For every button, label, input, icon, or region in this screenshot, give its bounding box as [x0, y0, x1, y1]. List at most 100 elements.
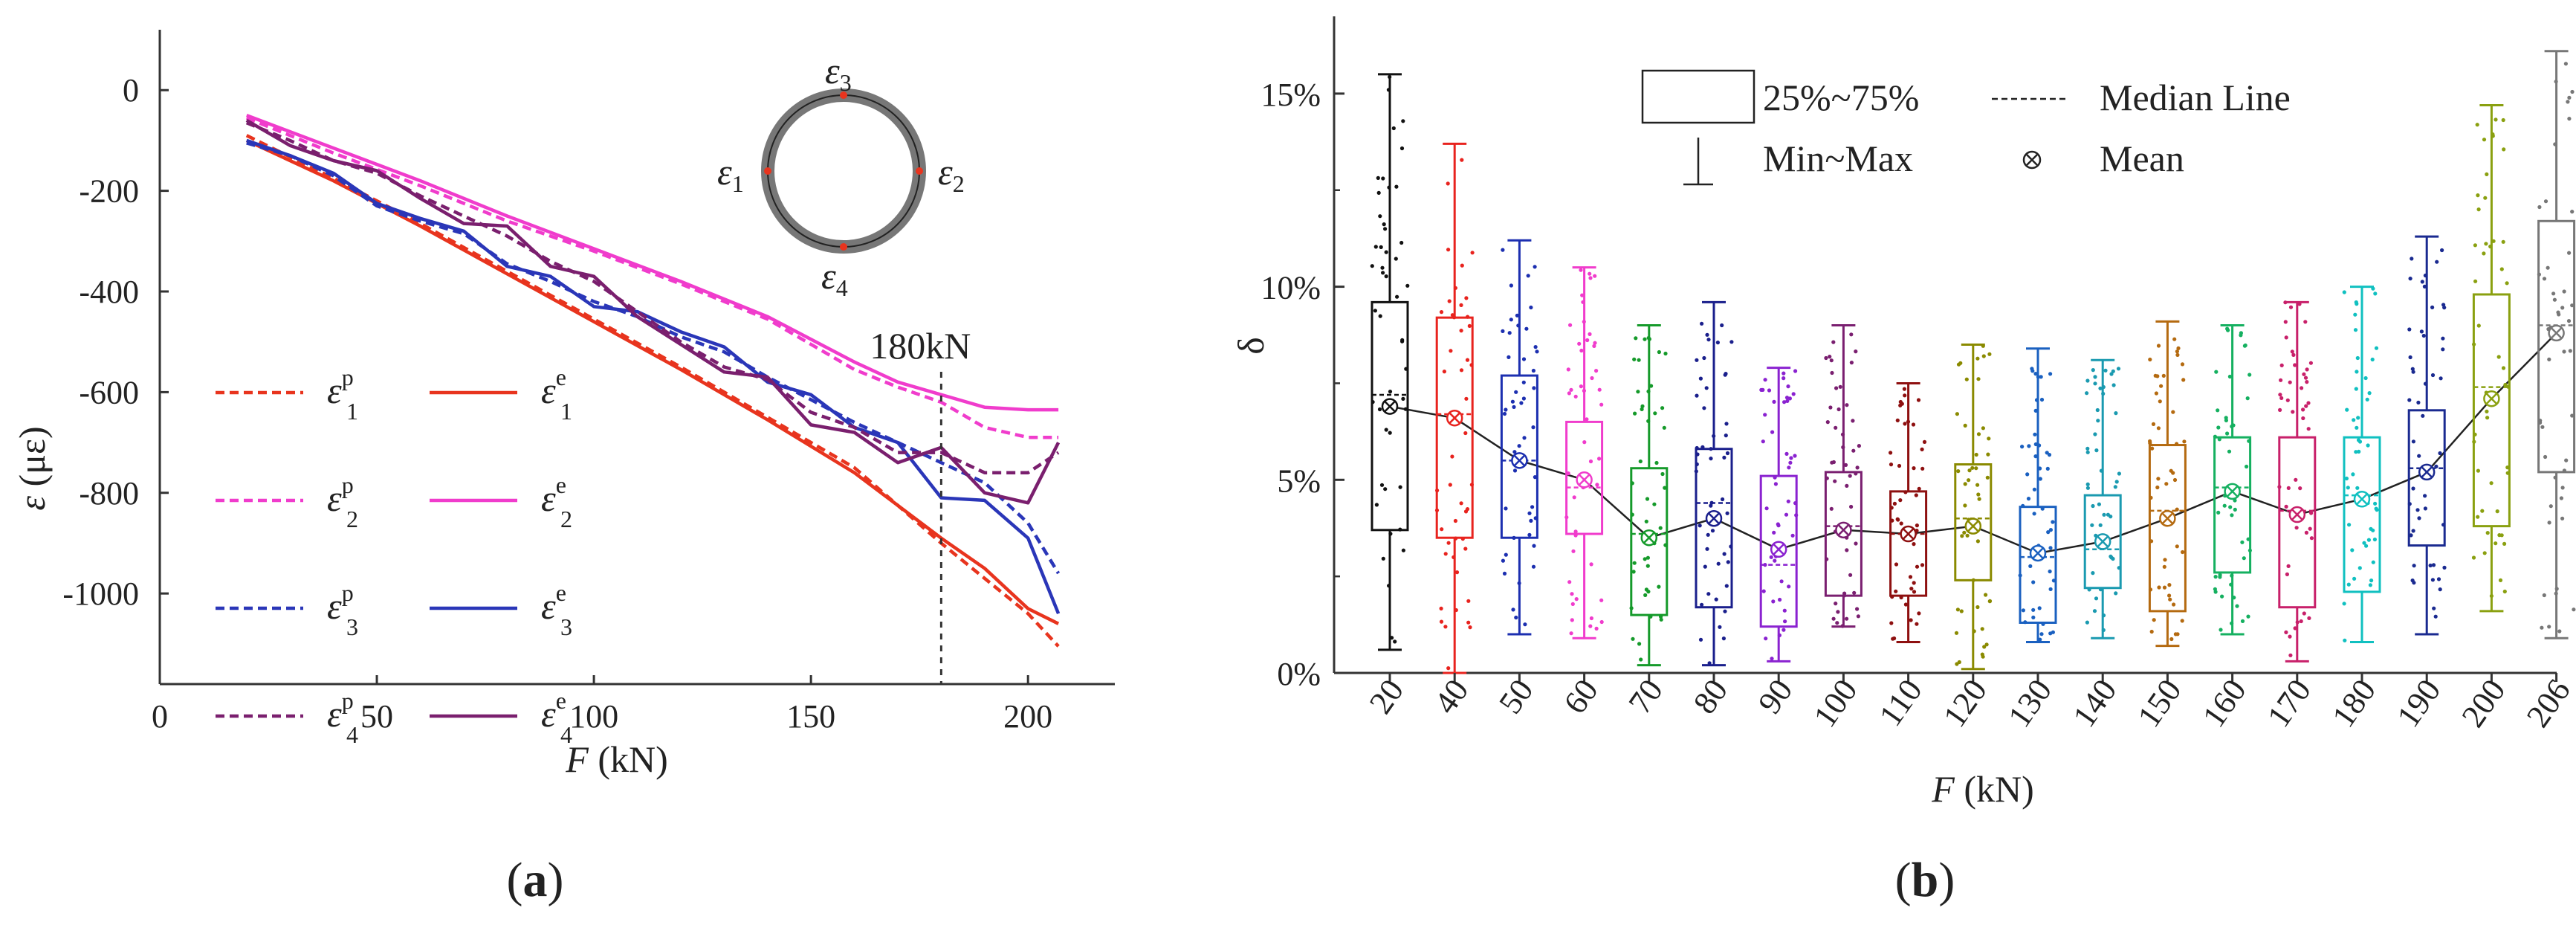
box-data-point [2423, 494, 2427, 498]
panel-b-x-tick-label: 206 [2520, 673, 2576, 734]
box-data-point [1786, 384, 1790, 389]
box-data-point [2149, 495, 2153, 500]
box-mean-marker [1770, 541, 1787, 558]
box-data-point [2441, 347, 2445, 352]
box-data-point [1588, 459, 1593, 464]
box-data-point [1533, 475, 1537, 480]
panel-a-x-tick-label: 50 [360, 698, 393, 735]
box-data-point [1378, 314, 1382, 318]
box-data-point [1663, 486, 1667, 490]
box-data-point [1845, 403, 1849, 407]
box-data-point [2039, 632, 2044, 636]
box-data-point [1523, 622, 1527, 627]
box-data-point [2051, 630, 2055, 634]
box-data-point [1892, 501, 1897, 506]
box-data-point [1647, 337, 1651, 341]
box-data-point [1510, 399, 1515, 404]
box-data-point [2407, 502, 2412, 506]
box-data-point [2560, 516, 2565, 520]
box-data-point [2476, 515, 2480, 519]
box-data-point [1519, 401, 1524, 405]
box-mean-marker [2353, 491, 2371, 508]
box-data-point [1521, 357, 1527, 361]
box-data-point [2213, 590, 2218, 594]
box-data-point [1521, 396, 1526, 401]
box-data-point [1377, 407, 1382, 412]
box-data-point [1509, 318, 1513, 322]
box-data-point [2171, 410, 2175, 414]
box-data-point [1522, 436, 1527, 440]
box-data-point [2567, 117, 2572, 121]
box-data-point [1779, 579, 1784, 584]
series-line-3 [245, 116, 1059, 439]
box-data-point [2372, 537, 2377, 542]
box-data-point [2087, 587, 2091, 592]
box-data-point [1967, 478, 1971, 483]
box-data-point [2101, 628, 2106, 633]
mean-cross-b [2097, 535, 2109, 548]
panel-b-x-tick-label: 20 [1362, 673, 1411, 721]
box-data-point [2021, 608, 2025, 613]
box-data-point [1917, 486, 1921, 491]
box-data-point [1659, 617, 1663, 622]
annotation-180kn-label: 180kN [870, 325, 971, 367]
box-data-point [2304, 404, 2308, 408]
box-data-point [1384, 428, 1388, 432]
box-data-point [2505, 471, 2510, 475]
box-data-point [2485, 409, 2489, 414]
panel-b-y-tick-label: 10% [1261, 270, 1321, 306]
mean-cross-b [1513, 454, 1526, 467]
box-data-point [1891, 636, 1895, 641]
box-data-point [1825, 557, 1829, 561]
box-data-point [2412, 564, 2416, 568]
mean-cross-b [2485, 393, 2498, 405]
box-data-point [2245, 464, 2249, 469]
box-data-point [2230, 573, 2234, 578]
box-data-point [1566, 367, 1570, 372]
box-data-point [1657, 349, 1661, 355]
box-data-point [1588, 624, 1593, 628]
box-data-point [2173, 632, 2178, 636]
box-data-point [2176, 346, 2181, 350]
box-data-point [2117, 471, 2121, 476]
box-data-point [1531, 368, 1535, 373]
box-data-point [2169, 636, 2174, 642]
box-data-point [2297, 302, 2302, 306]
box-data-point [2216, 510, 2221, 515]
box-data-point [2246, 614, 2250, 619]
box-iqr [2407, 409, 2446, 547]
box-data-point [2039, 375, 2043, 379]
box-data-point [2408, 277, 2412, 281]
box-data-point [1403, 407, 1408, 411]
box-data-point [1845, 483, 1849, 489]
box-data-point [1463, 431, 1468, 436]
box-data-point [2353, 312, 2357, 317]
box-data-point [2278, 407, 2282, 413]
box-data-point [1435, 489, 1440, 493]
box-data-point [1639, 657, 1643, 662]
box-data-point [2484, 242, 2488, 246]
box-data-point [1724, 584, 1729, 588]
box-data-point [2093, 381, 2097, 386]
box-data-point [2172, 337, 2177, 341]
box-data-point [2355, 370, 2359, 374]
box-iqr [1565, 420, 1604, 535]
box-data-point [1447, 299, 1452, 303]
box-data-point [1722, 552, 1726, 556]
box-data-point [2040, 506, 2045, 511]
box-data-point [1773, 558, 1777, 563]
box-data-point [2286, 564, 2291, 569]
box-data-point [2485, 416, 2490, 420]
box-data-point [1828, 405, 1833, 410]
box-data-point [2284, 335, 2288, 340]
box-data-point [2355, 425, 2359, 430]
panel-a-x-axis-unit: (kN) [589, 738, 668, 780]
box-data-point [2033, 442, 2038, 447]
box-data-point [2417, 454, 2421, 458]
box-data-point [2279, 378, 2283, 382]
box-data-point [1709, 503, 1713, 508]
box-group-100 [1824, 324, 1863, 628]
box-data-point [1706, 592, 1711, 596]
box-data-point [2114, 480, 2119, 484]
mean-cross-b [1384, 400, 1396, 413]
